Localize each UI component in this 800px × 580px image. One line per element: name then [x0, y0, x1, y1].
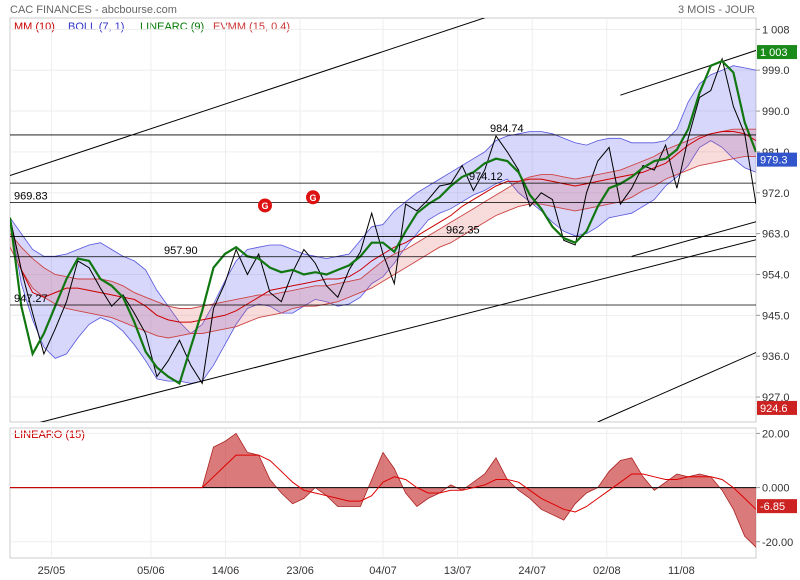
y-tick-label: 954.0 [762, 269, 790, 281]
legend-boll: BOLL (7, 1) [68, 21, 124, 33]
signal-marker-label: G [309, 193, 316, 203]
x-tick-label: 13/07 [444, 565, 472, 577]
y-tick-label: 1 008 [762, 24, 790, 36]
evmm-lower-line [10, 155, 756, 339]
signal-marker-label: G [261, 201, 268, 211]
x-tick-label: 11/08 [668, 565, 695, 577]
legend-linearc: LINEARC (9) [140, 21, 204, 33]
linearo-line [10, 432, 756, 548]
linearc-line [10, 59, 756, 386]
osc-y-tick-label: 0.000 [762, 483, 790, 495]
trend-line [597, 351, 756, 422]
trend-line [620, 49, 756, 96]
signal-marker-circle [258, 198, 272, 213]
y-tick-label: 963.0 [762, 229, 790, 241]
level-label: 947.27 [14, 293, 48, 305]
value-tag-label: 979.3 [760, 155, 788, 167]
y-tick-label: 990.0 [762, 106, 790, 118]
signal-marker-circle [306, 190, 320, 205]
evmm-band [10, 129, 756, 338]
bollinger-lower-line [10, 140, 756, 384]
close-price-line [10, 57, 756, 385]
trend-line [10, 18, 486, 176]
y-tick-label: 936.0 [762, 351, 790, 363]
x-tick-label: 04/07 [369, 565, 397, 577]
period-label: 3 MOIS - JOUR [678, 4, 755, 16]
level-label: 957.90 [164, 245, 198, 257]
value-tag-label: 924.6 [760, 403, 788, 415]
osc-y-tick-label: -20.00 [762, 537, 793, 549]
trend-line [39, 239, 756, 422]
level-label: 962.35 [446, 225, 480, 237]
legend-evmm: EVMM (15, 0.4) [213, 21, 290, 33]
signal-line [10, 454, 756, 513]
oscillator-title: LINEARO (15) [14, 429, 85, 441]
level-label: 969.83 [14, 191, 48, 203]
chart-title: CAC FINANCES - abcbourse.com [10, 4, 177, 16]
y-tick-label: 972.0 [762, 188, 790, 200]
x-tick-label: 24/07 [518, 565, 546, 577]
osc-value-tag [757, 499, 797, 514]
osc-y-tick-label: 20.00 [762, 428, 790, 440]
x-tick-label: 25/05 [38, 565, 66, 577]
x-tick-label: 23/06 [286, 565, 314, 577]
level-label: 974.12 [469, 171, 503, 183]
linearo-area [10, 433, 756, 548]
trend-line [631, 221, 756, 257]
evmm-upper-line [10, 128, 756, 309]
y-tick-label: 945.0 [762, 310, 790, 322]
x-tick-label: 05/06 [137, 565, 165, 577]
x-tick-label: 14/06 [212, 565, 240, 577]
value-tag [757, 400, 797, 415]
level-label: 984.74 [490, 123, 524, 135]
x-tick-label: 02/08 [593, 565, 621, 577]
value-tag [757, 45, 797, 60]
legend-mm: MM (10) [14, 21, 55, 33]
value-tag [757, 152, 797, 167]
osc-value-tag-label: -6.85 [760, 501, 785, 513]
bollinger-upper-line [10, 65, 756, 335]
y-tick-label: 999.0 [762, 65, 790, 77]
value-tag-label: 1 003 [760, 47, 788, 59]
